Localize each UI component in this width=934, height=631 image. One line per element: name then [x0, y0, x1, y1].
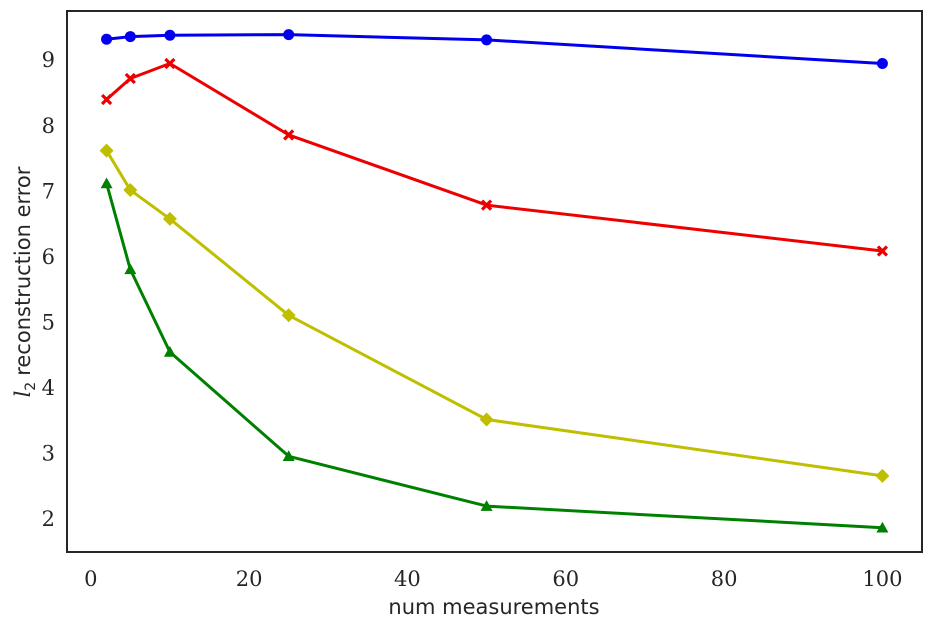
- series-line: [106, 33, 883, 65]
- y-axis-title-subscript: 2: [23, 382, 39, 391]
- y-tick-label: 8: [42, 114, 55, 138]
- x-tick-label: 100: [862, 567, 902, 591]
- x-tick-label: 40: [394, 567, 421, 591]
- y-tick-labels: 2 3 4 5 6 7 8 9: [42, 48, 55, 531]
- data-point: [876, 245, 889, 257]
- x-tick-label: 20: [236, 567, 263, 591]
- data-point: [282, 450, 295, 462]
- y-axis-title-symbol: l: [11, 391, 35, 398]
- data-point: [124, 31, 136, 43]
- x-tick-label: 0: [84, 567, 97, 591]
- data-point: [100, 177, 113, 189]
- data-point: [281, 308, 296, 323]
- data-point: [100, 93, 113, 106]
- x-tick-label: 60: [552, 567, 579, 591]
- series-line: [105, 149, 883, 478]
- series-layer: [99, 29, 890, 533]
- series-3: [99, 143, 890, 483]
- series-line: [105, 183, 883, 530]
- data-point: [283, 29, 295, 41]
- data-point: [124, 263, 137, 275]
- data-point: [875, 468, 890, 483]
- data-point: [99, 143, 114, 158]
- data-point: [480, 199, 493, 211]
- series-4: [100, 177, 889, 533]
- y-axis-title-text: reconstruction error: [11, 166, 35, 376]
- y-tick-label: 3: [42, 442, 55, 466]
- data-point: [162, 211, 177, 226]
- data-point: [479, 412, 494, 427]
- data-point: [164, 57, 176, 70]
- series-line: [105, 62, 883, 253]
- data-point: [123, 183, 138, 198]
- data-point: [480, 500, 493, 511]
- data-point: [124, 72, 136, 85]
- x-tick-label: 80: [711, 567, 738, 591]
- series-1: [101, 29, 888, 69]
- y-tick-label: 5: [42, 310, 55, 334]
- y-axis-title: l2 reconstruction error: [11, 166, 39, 397]
- series-2: [100, 57, 889, 257]
- y-tick-label: 9: [42, 48, 55, 72]
- data-point: [876, 57, 888, 69]
- data-point: [876, 521, 889, 533]
- data-point: [101, 33, 113, 45]
- y-tick-label: 7: [42, 179, 55, 203]
- data-point: [283, 129, 295, 141]
- y-tick-label: 2: [42, 507, 55, 531]
- x-axis-title: num measurements: [388, 595, 599, 619]
- data-point: [164, 29, 176, 41]
- plot-frame: [66, 10, 923, 553]
- y-tick-label: 6: [42, 245, 55, 269]
- x-tick-labels: 0 20 40 60 80 100: [84, 567, 902, 591]
- data-point: [163, 345, 176, 357]
- y-tick-label: 4: [42, 376, 55, 400]
- data-point: [481, 34, 493, 46]
